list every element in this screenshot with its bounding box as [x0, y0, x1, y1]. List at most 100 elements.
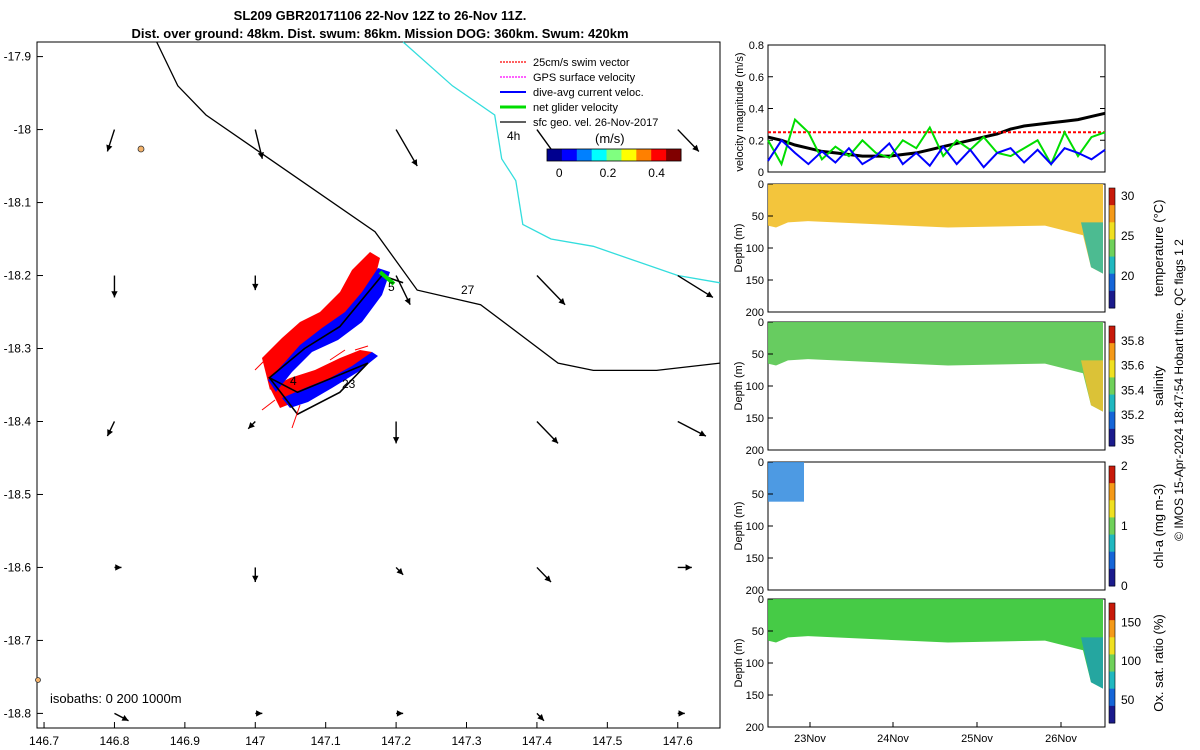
colorbar-unit: (m/s) [595, 131, 625, 146]
colorbar-segment [576, 149, 593, 161]
map-y-tick-label: -18.5 [4, 487, 32, 501]
isobath-200m-line [156, 41, 721, 372]
velocity-arrow-head [544, 575, 552, 583]
velocity-arrow [252, 275, 259, 291]
profile-colorbar-segment [1109, 500, 1115, 518]
map-y-tick-label: -17.9 [4, 50, 32, 64]
swim-arrow [261, 399, 276, 411]
velocity-arrow-head [411, 159, 418, 167]
profile-data-fill [768, 184, 1103, 274]
profile-colorbar-segment [1109, 326, 1115, 344]
depth-tick-label: 150 [746, 275, 764, 287]
velocity-arrow-head [107, 429, 113, 437]
profile-colorbar-tick: 20 [1121, 269, 1135, 283]
contour-label-23: 23 [342, 377, 356, 391]
colorbar-tick-label: 0 [556, 166, 563, 180]
velocity-arrow [677, 710, 685, 717]
map-y-tick-label: -18.1 [4, 196, 32, 210]
profile-colorbar-frame [1108, 187, 1116, 309]
velocity-arrow-head [252, 575, 259, 583]
map-y-tick-label: -18.7 [4, 633, 32, 647]
depth-tick-label: 150 [746, 690, 764, 702]
depth-tick-label: 0 [758, 457, 764, 469]
depth-tick-label: 150 [746, 553, 764, 565]
colorbar-segment [591, 149, 608, 161]
velocity-arrow [536, 421, 559, 444]
profile-panel-chl-a: 0 50 100 150 200 Depth (m) 2 1 0 chl-a (mg m-3) [733, 457, 1166, 597]
depth-tick-label: 100 [746, 243, 764, 255]
profile-colorbar-segment [1109, 411, 1115, 430]
map-y-tick-label: -18.4 [4, 414, 32, 428]
profile-colorbar-segment [1109, 671, 1115, 690]
depth-tick-label: 200 [746, 445, 764, 457]
contour-label-5: 5 [388, 280, 395, 294]
profile-colorbar-segment [1109, 483, 1115, 501]
profile-colorbar-segment [1109, 654, 1115, 673]
map-x-tick-label: 147.6 [663, 734, 693, 748]
depth-tick-label: 100 [746, 381, 764, 393]
legend-label-net-glider-velocity: net glider velocity [533, 102, 618, 114]
map-x-ticks: 146.7 146.8 146.9 147 147.1 147.2 147.3 147.4 14… [29, 722, 693, 748]
profile-colorbar-tick: 50 [1121, 693, 1135, 707]
colorbar-segment [606, 149, 622, 161]
velocity-series-line [767, 111, 1106, 158]
colorbar-segment [636, 149, 652, 161]
depth-tick-label: 200 [746, 307, 764, 319]
profile-colorbar-segment [1109, 290, 1115, 309]
velocity-arrow [677, 420, 707, 437]
velocity-arrow-head [106, 144, 113, 152]
profile-panel-salinity: 0 50 100 150 200 Depth (m) 35.8 35.6 35.4 35.2 35 s… [733, 317, 1166, 457]
time-tick-label: 23Nov [794, 733, 826, 745]
profile-colorbar-segment [1109, 377, 1115, 396]
velocity-arrow-head [404, 297, 411, 305]
legend-label-dive-avg-current: dive-avg current veloc. [533, 87, 644, 99]
colorbar-frame [546, 148, 682, 162]
velocity-arrow-head [111, 291, 118, 298]
swim-arrow [329, 349, 346, 361]
profile-colorbar-frame [1108, 465, 1116, 587]
legend-label-gps-velocity: GPS surface velocity [533, 72, 636, 84]
map-legend: 25cm/s swim vector GPS surface velocity … [500, 57, 658, 129]
current-band-lower [282, 352, 378, 408]
profile-data-fill [768, 462, 804, 502]
profile-colorbar-segment [1109, 256, 1115, 275]
map-x-tick-label: 147.2 [381, 734, 411, 748]
velocity-arrow [111, 275, 118, 298]
map-x-tick-label: 146.8 [99, 734, 129, 748]
velocity-arrow [254, 129, 264, 159]
profile-colorbar-segment [1109, 534, 1115, 553]
time-tick-label: 25Nov [961, 733, 993, 745]
velocity-series-line [767, 117, 1106, 167]
velocity-arrow [677, 564, 692, 571]
glider-track-line [267, 274, 404, 416]
profile-colorbar-segment [1109, 360, 1115, 378]
velocity-arrow [536, 566, 552, 583]
swim-arrow [291, 404, 301, 429]
profile-colorbar-tick: 1 [1121, 519, 1128, 533]
profile-colorbar-segment [1109, 222, 1115, 240]
profile-colorbar-tick: 35.4 [1121, 383, 1145, 397]
velocity-arrow [114, 564, 122, 571]
velocity-arrow [677, 274, 714, 299]
velocity-arrow [255, 710, 263, 717]
velocity-arrow [677, 129, 700, 152]
velocity-arrow [106, 421, 116, 437]
profile-colorbar-segment [1109, 466, 1115, 484]
legend-item-sfc-geo-vel: sfc geo. vel. 26-Nov-2017 [500, 117, 658, 129]
depth-tick-label: 50 [752, 489, 764, 501]
colorbar-segment [547, 149, 563, 161]
velocity-arrow-head [698, 430, 706, 437]
profile-colorbar-segment [1109, 239, 1115, 258]
velocity-arrow-head [692, 144, 699, 152]
colorbar-tick-label: 0.2 [600, 166, 617, 180]
profile-colorbar-tick: 35.8 [1121, 334, 1145, 348]
profile-colorbar-tick: 35.6 [1121, 359, 1145, 373]
velocity-arrow [395, 566, 404, 576]
profile-colorbar-segment [1109, 637, 1115, 655]
net-glider-velocity-arrow [378, 270, 396, 286]
velocity-y-tick-label: 0.4 [749, 104, 764, 116]
isobath-1000m-line [402, 41, 721, 284]
velocity-arrow-head [396, 568, 404, 575]
